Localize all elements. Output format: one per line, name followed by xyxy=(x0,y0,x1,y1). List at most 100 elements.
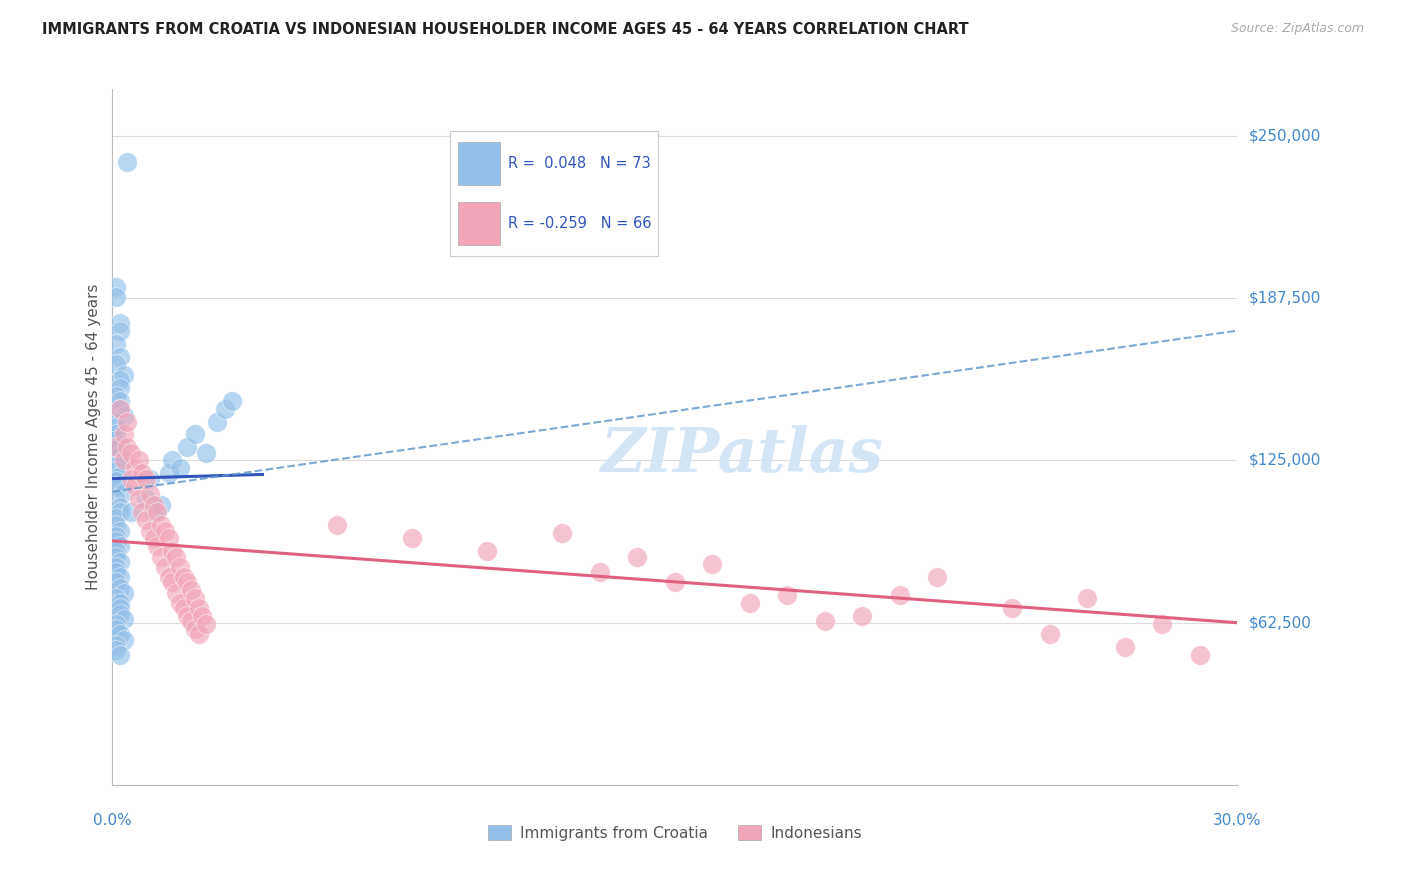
Point xyxy=(776,589,799,603)
Text: Source: ZipAtlas.com: Source: ZipAtlas.com xyxy=(1230,22,1364,36)
Point xyxy=(120,445,142,459)
Point xyxy=(108,373,131,387)
Point xyxy=(221,393,243,408)
Point xyxy=(108,524,131,538)
Point xyxy=(108,627,131,641)
Point xyxy=(108,601,131,615)
Point xyxy=(105,290,128,304)
Point xyxy=(105,549,128,564)
Point xyxy=(105,479,128,493)
Text: 30.0%: 30.0% xyxy=(1213,813,1261,828)
Point xyxy=(176,575,198,590)
Point xyxy=(589,565,612,579)
Point xyxy=(131,505,153,519)
Point xyxy=(105,529,128,543)
Point xyxy=(176,441,198,455)
Point xyxy=(112,368,135,382)
Point xyxy=(139,487,162,501)
Text: 0.0%: 0.0% xyxy=(93,813,132,828)
Text: $187,500: $187,500 xyxy=(1249,291,1320,306)
Point xyxy=(146,505,169,519)
Point xyxy=(139,524,162,538)
Point xyxy=(112,586,135,600)
Point xyxy=(112,409,135,424)
Text: $125,000: $125,000 xyxy=(1249,453,1320,468)
Point xyxy=(162,575,184,590)
Point xyxy=(153,524,176,538)
Point xyxy=(108,469,131,483)
Point xyxy=(150,518,173,533)
Point xyxy=(105,591,128,605)
Point xyxy=(112,453,135,467)
Point xyxy=(105,458,128,473)
Point xyxy=(184,427,207,442)
Point xyxy=(165,586,187,600)
Point xyxy=(105,358,128,372)
Text: IMMIGRANTS FROM CROATIA VS INDONESIAN HOUSEHOLDER INCOME AGES 45 - 64 YEARS CORR: IMMIGRANTS FROM CROATIA VS INDONESIAN HO… xyxy=(42,22,969,37)
Point xyxy=(105,464,128,478)
Point xyxy=(135,513,157,527)
Text: $250,000: $250,000 xyxy=(1249,128,1320,144)
Legend: Immigrants from Croatia, Indonesians: Immigrants from Croatia, Indonesians xyxy=(482,819,868,847)
Point xyxy=(165,549,187,564)
Point xyxy=(180,615,202,629)
Point xyxy=(626,549,648,564)
Point xyxy=(108,438,131,452)
Point xyxy=(105,544,128,558)
Point xyxy=(105,492,128,507)
Point xyxy=(153,560,176,574)
Point xyxy=(169,596,191,610)
Point xyxy=(1114,640,1136,655)
Point xyxy=(162,544,184,558)
Point xyxy=(105,565,128,579)
Point xyxy=(112,484,135,499)
Point xyxy=(108,539,131,553)
Point xyxy=(105,419,128,434)
Point xyxy=(108,505,131,519)
Point xyxy=(401,532,423,546)
Point xyxy=(105,336,128,351)
Point xyxy=(191,609,214,624)
Point xyxy=(195,617,218,632)
Point xyxy=(105,518,128,533)
Point xyxy=(112,427,135,442)
Point xyxy=(108,393,131,408)
Point xyxy=(157,570,180,584)
Point xyxy=(108,448,131,462)
Point xyxy=(169,560,191,574)
Point xyxy=(927,570,949,584)
Point xyxy=(664,575,686,590)
Point xyxy=(135,492,157,507)
Point xyxy=(117,415,139,429)
Point xyxy=(108,350,131,364)
Point xyxy=(108,581,131,595)
Point xyxy=(112,632,135,647)
Point xyxy=(112,453,135,467)
Point xyxy=(195,445,218,459)
Point xyxy=(105,638,128,652)
Point xyxy=(176,609,198,624)
Point xyxy=(105,388,128,402)
Point xyxy=(135,472,157,486)
Point xyxy=(131,467,153,481)
Point xyxy=(851,609,873,624)
Point xyxy=(120,472,142,486)
Point xyxy=(142,532,165,546)
Point xyxy=(117,154,139,169)
Point xyxy=(105,441,128,455)
Point xyxy=(477,544,499,558)
Point xyxy=(108,500,131,515)
Point xyxy=(146,539,169,553)
Point xyxy=(1076,591,1098,605)
Point xyxy=(326,518,349,533)
Point xyxy=(180,583,202,598)
Point xyxy=(702,558,724,572)
Point xyxy=(105,617,128,632)
Point xyxy=(128,453,150,467)
Point xyxy=(889,589,911,603)
Point xyxy=(150,498,173,512)
Point xyxy=(173,601,195,615)
Point xyxy=(105,560,128,574)
Point xyxy=(1001,601,1024,615)
Point xyxy=(187,601,209,615)
